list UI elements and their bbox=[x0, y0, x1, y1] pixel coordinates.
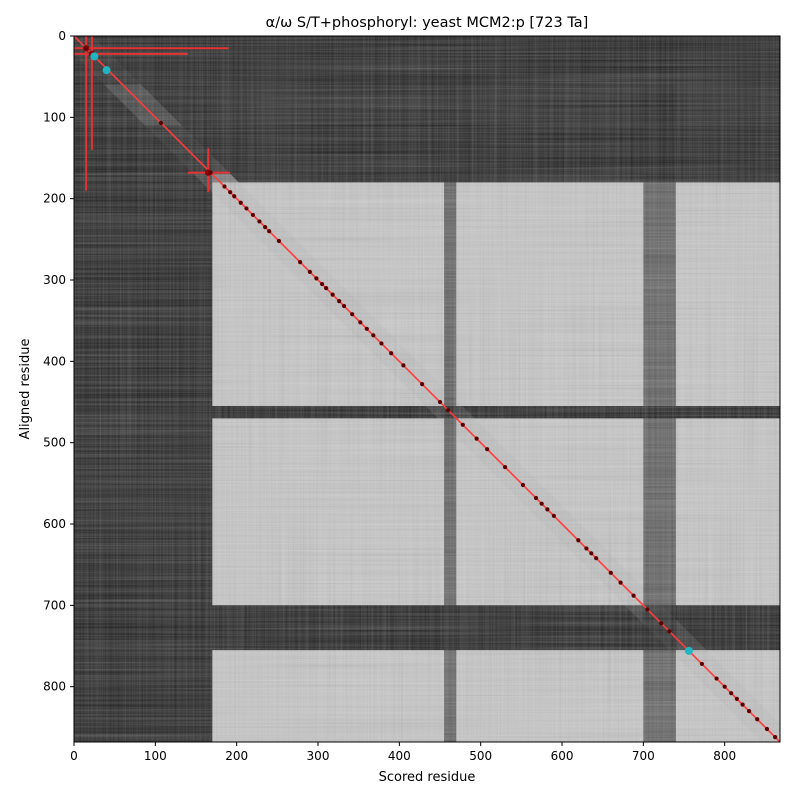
x-tick-label-8: 800 bbox=[713, 749, 736, 763]
diagonal-point-19 bbox=[337, 299, 342, 304]
x-tick-label-1: 100 bbox=[144, 749, 167, 763]
highlight-point-0 bbox=[90, 52, 99, 61]
diagonal-point-58 bbox=[764, 726, 770, 732]
x-tick-label-3: 300 bbox=[307, 749, 330, 763]
diagonal-point-30 bbox=[446, 408, 451, 413]
y-tick-label-3: 300 bbox=[43, 273, 66, 287]
diagonal-point-24 bbox=[371, 333, 376, 338]
diagonal-point-7 bbox=[244, 206, 249, 211]
diagonal-point-11 bbox=[267, 229, 272, 234]
diagonal-point-29 bbox=[437, 399, 443, 405]
highlight-point-2 bbox=[684, 646, 693, 655]
diagonal-point-15 bbox=[314, 276, 319, 281]
diagonal-point-4 bbox=[228, 190, 233, 195]
diagonal-point-54 bbox=[734, 696, 739, 701]
highlight-point-1 bbox=[102, 66, 111, 75]
diagonal-point-57 bbox=[755, 717, 760, 722]
y-tick-label-5: 500 bbox=[43, 436, 66, 450]
diagonal-point-0 bbox=[84, 46, 89, 51]
x-tick-label-4: 400 bbox=[388, 749, 411, 763]
y-tick-label-4: 400 bbox=[43, 354, 66, 368]
diagonal-point-17 bbox=[324, 286, 329, 291]
y-tick-label-8: 800 bbox=[43, 680, 66, 694]
diagonal-point-3 bbox=[222, 184, 227, 189]
diagonal-point-34 bbox=[502, 464, 508, 470]
diagonal-point-38 bbox=[545, 507, 550, 512]
diagonal-point-51 bbox=[714, 676, 719, 681]
diagonal-point-53 bbox=[729, 691, 734, 696]
diagonal-point-33 bbox=[485, 447, 490, 452]
diagonal-point-20 bbox=[341, 303, 347, 309]
diagonal-point-56 bbox=[746, 708, 752, 714]
diagonal-point-52 bbox=[722, 684, 727, 689]
diagonal-point-21 bbox=[350, 312, 355, 317]
x-tick-label-5: 500 bbox=[469, 749, 492, 763]
diagonal-point-37 bbox=[539, 501, 544, 506]
diagonal-point-22 bbox=[358, 320, 363, 325]
x-tick-label-6: 600 bbox=[551, 749, 574, 763]
diagonal-point-45 bbox=[618, 580, 623, 585]
diagonal-point-47 bbox=[645, 607, 650, 612]
plot-frame bbox=[73, 35, 781, 743]
diagonal-point-39 bbox=[551, 513, 556, 518]
y-tick-label-7: 700 bbox=[43, 598, 66, 612]
diagonal-point-2 bbox=[208, 170, 213, 175]
diagonal-point-1 bbox=[158, 120, 164, 126]
diagonal-point-9 bbox=[257, 219, 262, 224]
y-tick-label-0: 0 bbox=[58, 29, 66, 43]
y-tick-label-6: 600 bbox=[43, 517, 66, 531]
y-tick-label-1: 100 bbox=[43, 110, 66, 124]
x-tick-label-0: 0 bbox=[70, 749, 78, 763]
diagonal-point-28 bbox=[420, 382, 425, 387]
diagonal-point-46 bbox=[631, 593, 636, 598]
diagonal-point-32 bbox=[474, 436, 479, 441]
diagonal-point-35 bbox=[520, 482, 526, 488]
diagonal-point-48 bbox=[659, 621, 664, 626]
diagonal-point-40 bbox=[576, 538, 581, 543]
diagonal-point-31 bbox=[460, 422, 465, 427]
diagonal-point-50 bbox=[699, 661, 705, 667]
plot-area bbox=[74, 36, 780, 742]
diagonal-point-43 bbox=[594, 556, 599, 561]
diagonal-point-8 bbox=[250, 212, 256, 218]
diagonal-point-55 bbox=[740, 702, 745, 707]
diagonal-point-59 bbox=[773, 735, 778, 740]
diagonal-point-25 bbox=[379, 341, 384, 346]
diagonal-point-16 bbox=[319, 281, 325, 287]
x-tick-label-2: 200 bbox=[225, 749, 248, 763]
diagonal-point-12 bbox=[276, 238, 282, 244]
y-axis: 0 100 200 300 400 500 600 700 800 bbox=[43, 29, 74, 694]
y-tick-label-2: 200 bbox=[43, 192, 66, 206]
diagonal-point-44 bbox=[608, 570, 613, 575]
chart-title: α/ω S/T+phosphoryl: yeast MCM2:p [723 Ta… bbox=[266, 15, 589, 31]
diagonal-point-6 bbox=[238, 200, 243, 205]
diagonal-point-13 bbox=[298, 260, 303, 265]
diagonal-point-49 bbox=[667, 629, 672, 634]
diagonal-point-41 bbox=[584, 546, 589, 551]
diagonal-point-23 bbox=[364, 326, 369, 331]
diagonal-point-42 bbox=[589, 551, 594, 556]
y-axis-label: Aligned residue bbox=[18, 339, 33, 440]
diagonal-point-26 bbox=[389, 351, 394, 356]
diagonal-point-5 bbox=[232, 194, 237, 199]
x-axis-label: Scored residue bbox=[379, 770, 476, 785]
diagonal-point-36 bbox=[533, 495, 539, 501]
x-tick-label-7: 700 bbox=[632, 749, 655, 763]
diagonal-point-27 bbox=[401, 363, 406, 368]
x-axis: 0 100 200 300 400 500 600 700 800 bbox=[70, 742, 736, 763]
diagonal-point-14 bbox=[307, 269, 312, 274]
diagonal-point-18 bbox=[330, 292, 335, 297]
diagonal-point-10 bbox=[263, 225, 268, 230]
